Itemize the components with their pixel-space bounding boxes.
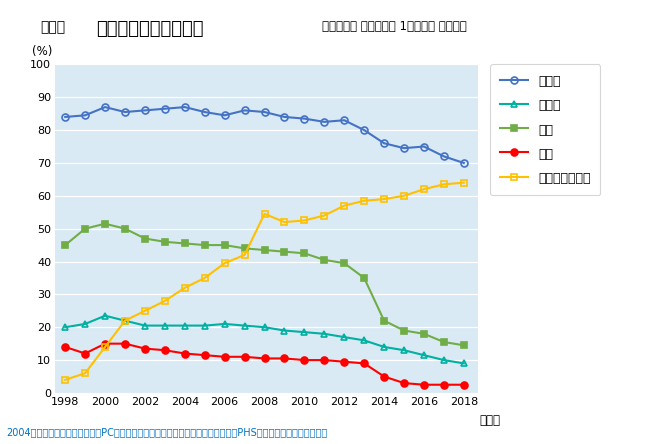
Text: (%): (%) <box>32 45 53 58</box>
Text: （個人全体 自宅内外計 1日あたり 週平均）: （個人全体 自宅内外計 1日あたり 週平均） <box>322 20 467 33</box>
Text: （年）: （年） <box>480 414 501 427</box>
Legend: テレビ, ラジオ, 新聞, 雑誌, インターネット: テレビ, ラジオ, 新聞, 雑誌, インターネット <box>491 64 601 195</box>
Text: 主要メディアの接触率: 主要メディアの接触率 <box>96 20 203 38</box>
Text: 2004年よりインターネットにはPC、タブレット、スマートフォン等（携帯電話・PHSでのゲームを含む）を含む: 2004年よりインターネットにはPC、タブレット、スマートフォン等（携帯電話・P… <box>6 428 328 437</box>
Text: 図表１: 図表１ <box>40 20 66 34</box>
